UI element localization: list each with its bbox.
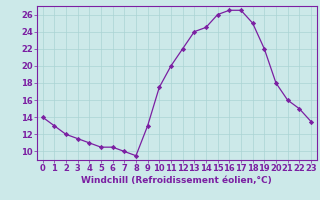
X-axis label: Windchill (Refroidissement éolien,°C): Windchill (Refroidissement éolien,°C)	[81, 176, 272, 185]
